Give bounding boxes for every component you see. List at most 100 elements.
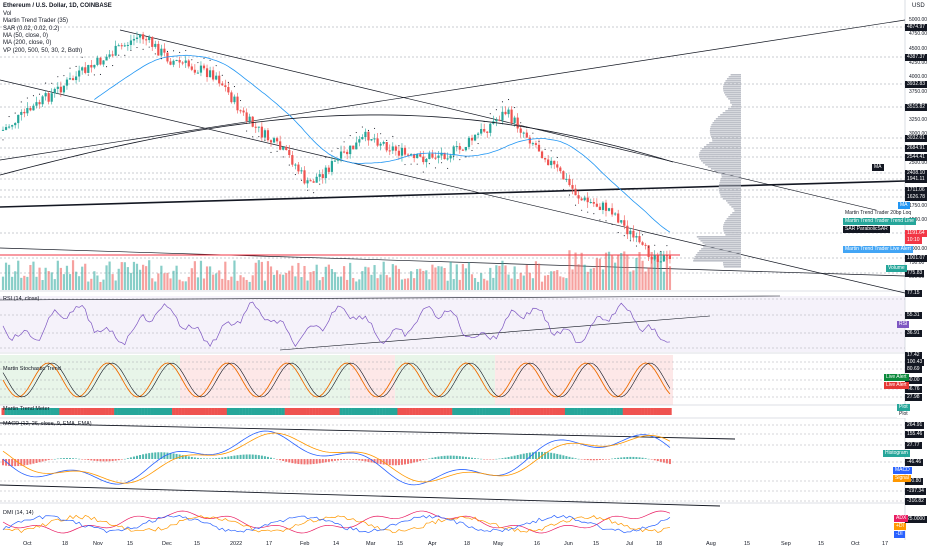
candle-body — [406, 154, 410, 156]
trendmeter-cell — [208, 408, 212, 415]
macd-histogram-bar — [114, 459, 117, 461]
trendmeter-cell — [31, 408, 36, 415]
macd-histogram-bar — [23, 459, 26, 466]
macd-histogram-bar — [410, 459, 413, 464]
macd-histogram-bar — [333, 459, 336, 461]
volume-bar — [483, 278, 486, 290]
volume-bar — [50, 272, 53, 290]
volume-bar — [668, 266, 672, 290]
price-candles[interactable] — [1, 31, 672, 268]
volume-bar — [129, 272, 133, 290]
sar-dot — [635, 245, 638, 247]
vp-bar — [710, 168, 741, 170]
macd-histogram-bar — [132, 456, 135, 459]
legend-item[interactable]: Martin Trend Trader (35) — [3, 18, 69, 25]
macd-histogram-bar — [44, 459, 47, 461]
macd-histogram-bar — [653, 459, 656, 461]
trendmeter-cell — [619, 408, 623, 415]
volume-bar — [282, 274, 285, 290]
sar-dot — [501, 101, 504, 103]
legend-item[interactable]: MA (50, close, 0) — [3, 32, 49, 39]
candle-body — [151, 37, 154, 47]
price-badge: 27.77 — [905, 442, 922, 449]
volume-bar — [120, 262, 123, 290]
vp-bar — [703, 246, 741, 248]
macd-histogram-bar — [379, 459, 382, 465]
price-badge: -316.82 — [905, 498, 926, 505]
macd-histogram-bar — [629, 456, 632, 459]
trendmeter-cell — [159, 408, 164, 415]
volume-bar — [553, 271, 556, 290]
legend-item[interactable]: Vol — [3, 11, 12, 17]
trendmeter-cell — [373, 408, 377, 415]
candle-body — [480, 128, 483, 134]
vp-bar — [693, 258, 741, 260]
trendmeter-cell — [376, 408, 380, 415]
candle-body — [4, 127, 8, 130]
legend-item[interactable]: VP (200, 500, 50, 30, 2, Both) — [3, 47, 83, 54]
trend-lines — [0, 19, 906, 507]
volume-bars — [1, 250, 672, 290]
volume-bar — [117, 268, 120, 290]
macd-histogram-bar — [184, 455, 187, 459]
candle-body — [629, 230, 632, 235]
sar-dot — [246, 130, 248, 132]
trendmeter-pane-label[interactable]: Martin Trend Meter — [3, 406, 50, 412]
volume-bar — [312, 271, 315, 290]
trendmeter-cell — [193, 408, 197, 415]
macd-histogram-bar — [516, 454, 519, 459]
candle-body — [318, 174, 321, 177]
candle-body — [339, 151, 343, 159]
volume-bar — [11, 276, 14, 290]
volume-bar — [199, 260, 203, 290]
trendmeter-cell — [315, 408, 319, 415]
sar-dot — [398, 145, 400, 147]
trendmeter-cell — [354, 408, 359, 415]
macd-histogram-bar — [388, 459, 391, 466]
macd-histogram-bar — [391, 459, 394, 466]
vp-bar — [723, 88, 741, 90]
candle-body — [126, 44, 129, 46]
macd-histogram-bar — [477, 458, 480, 460]
legend-item[interactable]: MA (200, close, 0) — [3, 40, 52, 47]
macd-histogram-bar — [413, 459, 416, 463]
volume-bar — [190, 268, 193, 290]
dmi-pane-label[interactable]: DMI (14, 14) — [3, 510, 34, 516]
sar-dot — [544, 148, 546, 151]
price-badge: 27.98 — [905, 394, 922, 401]
price-badge: 264.91 — [905, 422, 925, 429]
time-tick: Mar — [366, 541, 376, 547]
rsi-pane-label[interactable]: RSI (14, close) — [3, 296, 40, 302]
macd-histogram-bar — [14, 459, 17, 467]
macd-histogram-bar — [394, 459, 397, 466]
macd-histogram-bar — [50, 459, 53, 460]
legend-item[interactable]: SAR (0.02, 0.02, 0.2) — [3, 25, 60, 32]
sar-dot — [520, 122, 522, 124]
candle-body — [638, 236, 641, 243]
candle-body — [409, 154, 413, 156]
trendmeter-cell — [77, 408, 81, 415]
macd-histogram-bar — [595, 459, 598, 461]
vp-bar — [705, 164, 741, 166]
candle-body — [455, 146, 458, 148]
sar-dot — [404, 164, 406, 166]
vp-bar — [722, 112, 741, 114]
symbol-title[interactable]: Ethereum / U.S. Dollar, 1D, COINBASE — [3, 3, 112, 9]
volume-bar — [135, 263, 139, 290]
trendmeter-cell — [202, 408, 206, 415]
trendmeter-cell — [452, 408, 456, 415]
macd-trend-line — [0, 484, 721, 507]
trendmeter-cell — [44, 408, 48, 415]
trendmeter-cell — [546, 408, 550, 415]
trendmeter-cell — [147, 408, 151, 415]
price-badge: 2684.91 — [905, 145, 928, 152]
macd-pane-label[interactable]: MACD (12, 26, close, 9, EMA, EMA) — [3, 421, 92, 427]
volume-bar — [358, 279, 361, 290]
trendmeter-cell — [95, 408, 100, 415]
sar-dot — [239, 100, 242, 102]
sar-dot — [172, 50, 175, 52]
volume-bar — [562, 277, 565, 290]
price-tick: 4500.00 — [909, 45, 928, 52]
stoch-pane-label[interactable]: Martin Stochastic Trend — [3, 366, 61, 372]
